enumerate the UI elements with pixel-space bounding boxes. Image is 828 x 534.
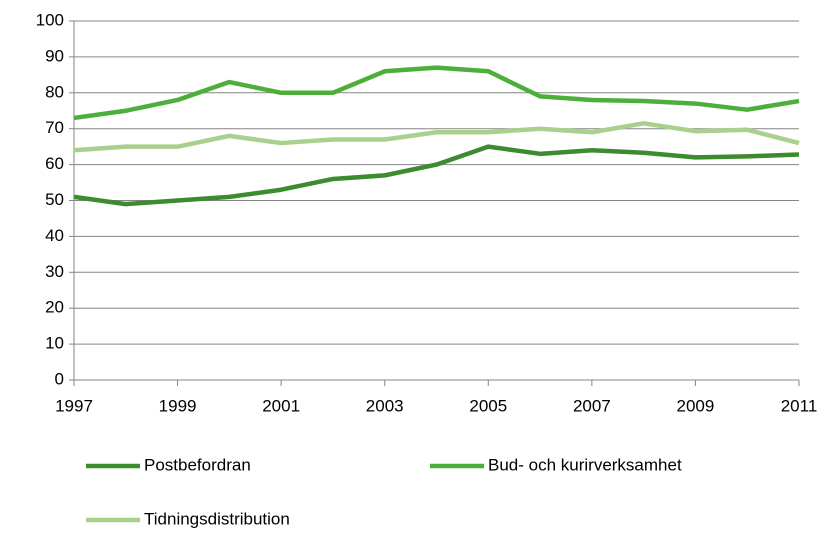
y-tick-label: 20 bbox=[45, 298, 64, 317]
x-tick-label: 2007 bbox=[573, 396, 611, 415]
legend-label: Tidningsdistribution bbox=[144, 509, 290, 528]
x-tick-label: 2005 bbox=[469, 396, 507, 415]
x-tick-label: 1997 bbox=[55, 396, 93, 415]
y-tick-label: 90 bbox=[45, 46, 64, 65]
x-tick-label: 2003 bbox=[366, 396, 404, 415]
legend-label: Postbefordran bbox=[144, 455, 251, 474]
series-line bbox=[73, 144, 800, 207]
series-line bbox=[73, 121, 800, 153]
y-tick-label: 70 bbox=[45, 118, 64, 137]
y-tick-label: 60 bbox=[45, 154, 64, 173]
y-tick-label: 100 bbox=[36, 10, 64, 29]
x-tick-label: 2009 bbox=[677, 396, 715, 415]
y-tick-label: 30 bbox=[45, 262, 64, 281]
y-tick-label: 80 bbox=[45, 82, 64, 101]
x-tick-label: 2001 bbox=[262, 396, 300, 415]
y-tick-label: 0 bbox=[55, 369, 64, 388]
x-tick-label: 2011 bbox=[781, 396, 818, 415]
series-line bbox=[73, 65, 800, 121]
x-tick-label: 1999 bbox=[159, 396, 197, 415]
y-tick-label: 10 bbox=[45, 334, 64, 353]
y-tick-label: 50 bbox=[45, 190, 64, 209]
y-tick-label: 40 bbox=[45, 226, 64, 245]
legend-label: Bud- och kurirverksamhet bbox=[488, 455, 682, 474]
